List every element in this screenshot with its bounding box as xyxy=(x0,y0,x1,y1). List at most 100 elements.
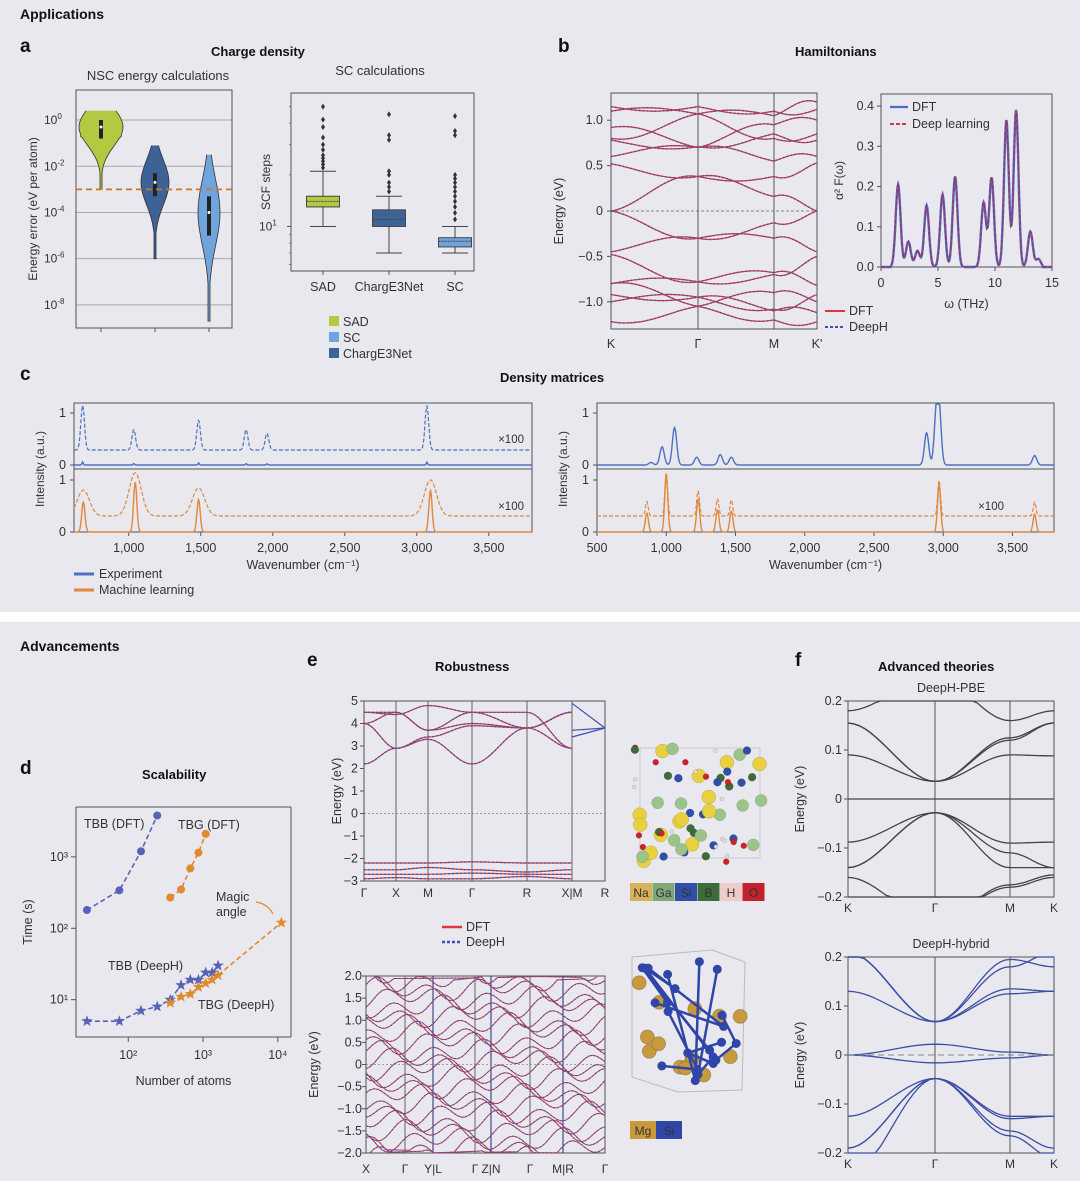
y-tick-label: 0.1 xyxy=(825,743,842,757)
band-line xyxy=(847,722,1055,783)
band-line xyxy=(848,956,1054,1023)
element-swatch xyxy=(656,1121,682,1139)
outlier-point xyxy=(387,188,391,195)
band-dft xyxy=(364,872,572,875)
band-deeph xyxy=(365,1065,606,1090)
panel-title-a: Charge density xyxy=(211,44,305,59)
panel-title-c: Density matrices xyxy=(500,370,605,385)
band-deeph xyxy=(365,1135,606,1154)
experiment-x100-curve xyxy=(74,403,532,451)
atom xyxy=(666,742,679,756)
panel-letter-d: d xyxy=(20,758,32,779)
atom xyxy=(674,773,683,783)
x-tick-label: 10² xyxy=(119,1048,137,1062)
atom xyxy=(733,748,746,761)
y-tick-label: 0 xyxy=(596,204,603,218)
x-tick-label: M xyxy=(1005,1157,1015,1171)
element-label: O xyxy=(749,886,758,900)
y-tick-label: 0.2 xyxy=(857,180,874,194)
band-deeph xyxy=(365,985,606,1011)
series-label-tbg-dft: TBG (DFT) xyxy=(178,818,240,832)
x-tick-label: K' xyxy=(812,337,823,351)
legend-label: ChargE3Net xyxy=(343,347,412,361)
y-tick-label: 0.1 xyxy=(857,220,874,234)
band-deeph xyxy=(363,727,573,765)
outlier-point xyxy=(321,116,325,123)
element-label: Ga xyxy=(655,886,671,900)
element-swatch xyxy=(652,883,675,901)
band-dft xyxy=(365,1055,606,1082)
band-dft xyxy=(610,282,818,307)
outlier-point xyxy=(387,136,391,143)
element-swatch xyxy=(630,1121,656,1139)
outlier-point xyxy=(453,193,457,200)
outlier-point xyxy=(453,216,457,223)
outlier-point xyxy=(321,164,325,171)
outlier-point xyxy=(453,113,457,120)
atom xyxy=(713,748,718,754)
violin-median xyxy=(99,125,103,129)
y-tick-label: −3 xyxy=(344,874,358,888)
legend-label: SC xyxy=(343,331,360,345)
crystal-structure-1 xyxy=(630,742,768,869)
x-tick-label: Γ xyxy=(527,1162,534,1176)
band-deeph xyxy=(373,975,598,985)
outlier-point xyxy=(453,183,457,190)
band-deeph xyxy=(610,100,818,117)
x-tick-label: 3,500 xyxy=(473,541,504,555)
data-point xyxy=(177,885,186,894)
atom-mg xyxy=(631,975,647,991)
y-axis-label: Intensity (a.u.) xyxy=(33,431,47,507)
atom-mg xyxy=(641,1043,657,1059)
band-dft xyxy=(610,305,818,327)
y-tick-label: −0.5 xyxy=(578,249,603,263)
atom xyxy=(724,853,730,859)
x-axis-label: Number of atoms xyxy=(136,1074,232,1088)
atom xyxy=(636,850,649,863)
band-deeph xyxy=(571,727,606,731)
band-line xyxy=(848,874,1054,898)
band-dft xyxy=(365,1038,606,1064)
atom-si xyxy=(717,1010,727,1020)
atom xyxy=(722,858,730,866)
y-axis-label: Energy (eV) xyxy=(330,758,344,825)
subplot-title: DeepH-PBE xyxy=(917,681,985,695)
band-line xyxy=(847,1054,1054,1064)
y-tick-label: 1 xyxy=(351,784,358,798)
data-point xyxy=(186,864,195,873)
outlier-point xyxy=(387,183,391,190)
band-dft xyxy=(363,711,573,749)
band-dft xyxy=(610,162,818,182)
outlier-point xyxy=(453,179,457,186)
atom xyxy=(659,852,668,861)
y-tick-label: 100 xyxy=(44,112,62,127)
annotation-arrow xyxy=(255,901,274,915)
x-tick-label: Γ xyxy=(695,337,702,351)
y-tick-label: 0 xyxy=(835,1048,842,1062)
x-tick-label: ChargE3Net xyxy=(355,280,424,294)
crystal-structure-2 xyxy=(631,949,748,1093)
advancements-section: Advancements d Scalability e Robustness … xyxy=(0,622,1080,1181)
unit-cell xyxy=(631,949,746,1093)
data-point-star xyxy=(184,973,196,985)
band-deeph xyxy=(610,174,818,212)
eliashberg-dl-curve xyxy=(881,109,1052,268)
outlier-point xyxy=(453,203,457,210)
x-tick-label: Γ xyxy=(602,1162,609,1176)
atom xyxy=(685,808,695,818)
band-deeph xyxy=(365,1109,606,1135)
band-dft xyxy=(363,727,573,765)
outlier-point xyxy=(453,128,457,135)
data-point-star xyxy=(184,988,196,999)
atom-si xyxy=(663,969,673,979)
atom xyxy=(752,756,767,772)
band-line xyxy=(847,1077,1054,1154)
atom xyxy=(730,838,737,846)
atom xyxy=(633,817,648,832)
outlier-point xyxy=(321,146,325,153)
x-tick-label: 1,000 xyxy=(113,541,144,555)
y-tick-label: 0 xyxy=(59,458,66,472)
y-tick-label: 1 xyxy=(59,473,66,487)
band-deeph xyxy=(365,994,606,1019)
x-tick-label: Γ xyxy=(361,886,368,900)
